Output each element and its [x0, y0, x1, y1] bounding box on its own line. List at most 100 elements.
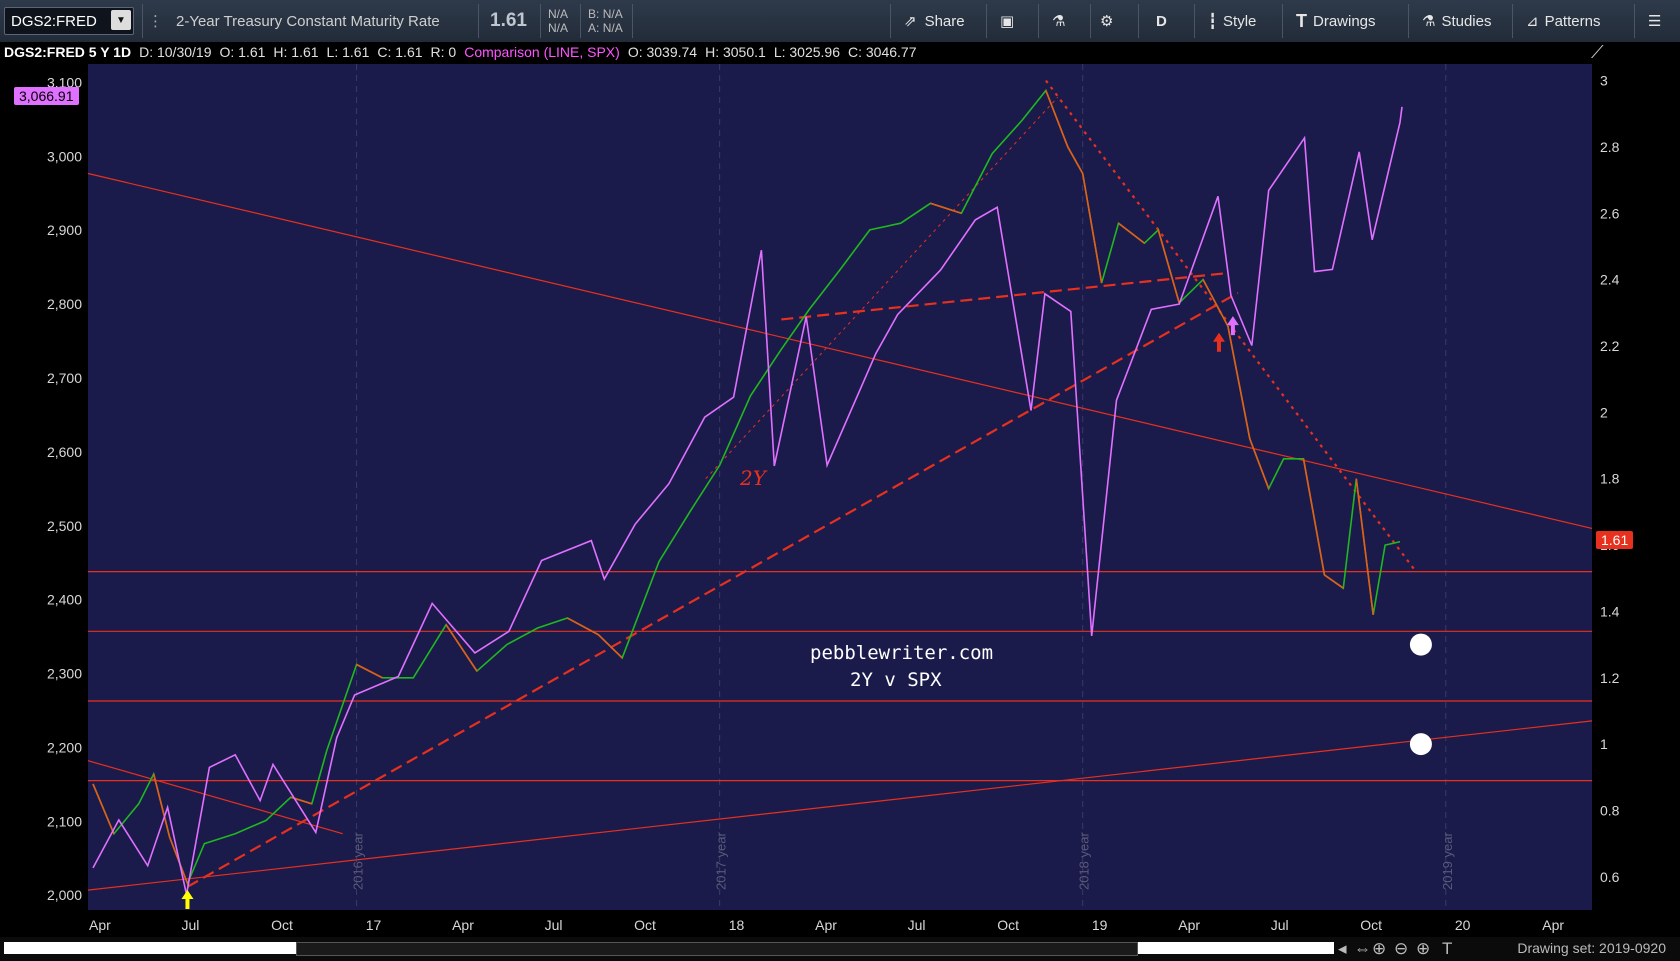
zoom-out-icon[interactable]: ⊖	[1394, 939, 1409, 958]
legend-cmp-high: H: 3050.1	[705, 44, 766, 60]
flask-icon: ⚗	[1422, 13, 1436, 30]
x-axis-tick-label: 19	[1092, 917, 1108, 933]
rate-line[interactable]	[92, 88, 1401, 886]
left-axis-tick-label: 2,200	[47, 739, 82, 755]
style-button[interactable]: ┇ Style	[1208, 12, 1257, 31]
right-axis-tick-label: 2.2	[1600, 338, 1620, 354]
pan-icon[interactable]: ⇔	[1354, 939, 1371, 958]
chevron-down-icon[interactable]: ▼	[111, 10, 131, 30]
left-axis-tick-label: 2,100	[47, 813, 82, 829]
rate-down-segment	[356, 663, 383, 679]
x-axis-tick-label: Oct	[271, 917, 293, 933]
legend-cmp-open: O: 3039.74	[627, 44, 698, 60]
rate-down-segment	[1355, 478, 1374, 615]
left-axis-tick-label: 2,000	[47, 887, 82, 903]
grip-icon: ⋮	[148, 13, 163, 30]
rate-down-segment	[152, 773, 171, 838]
legend-date: D: 10/30/19	[139, 44, 212, 60]
share-icon: ⇗	[904, 13, 917, 30]
uptrend-line[interactable]	[87, 720, 1593, 891]
gear-icon[interactable]: ⚙	[1100, 13, 1114, 30]
legend-comparison: Comparison (LINE, SPX)	[464, 44, 620, 60]
scrollbar[interactable]: ◂ ⇔ ⊕ ⊖ ⊕ T Drawing set: 2019-0920	[0, 937, 1680, 961]
trend-line-short[interactable]	[87, 760, 343, 835]
target-circle[interactable]	[1409, 633, 1432, 656]
plot-background[interactable]	[88, 64, 1592, 910]
pink-arrow-icon	[1226, 316, 1239, 336]
rate-down-segment	[1202, 279, 1229, 327]
flask-icon[interactable]: ⚗	[1052, 13, 1066, 30]
studies-button[interactable]: ⚗ Studies	[1422, 12, 1492, 31]
layout-icon[interactable]: ▣	[1000, 13, 1015, 30]
dashed-uptrend[interactable]	[186, 291, 1239, 888]
series-label-2y: 2Y	[740, 466, 766, 490]
last-price: 1.61	[490, 10, 527, 31]
left-axis-tick-label: 2,700	[47, 370, 82, 386]
right-axis-tick-label: 2.4	[1600, 272, 1620, 288]
chart-svg[interactable]: 2016 year 2017 year 2018 year 2019 year 2,00…	[0, 42, 1680, 937]
symbol-text: DGS2:FRED	[11, 12, 97, 30]
legend-close: C: 1.61	[377, 44, 423, 60]
legend-range: R: 0	[430, 44, 457, 60]
rate-down-segment	[1323, 574, 1344, 589]
year-divider-label: 2017 year	[714, 832, 729, 890]
spx-price-tag: 3,066.91	[14, 87, 79, 105]
rate-down-segment	[1157, 229, 1180, 304]
symbol-selector[interactable]: DGS2:FRED ▼	[4, 7, 134, 35]
patterns-icon: ⊿	[1526, 13, 1539, 30]
rate-price-tag: 1.61	[1596, 531, 1634, 549]
x-axis-tick-label: Apr	[452, 917, 474, 933]
symbol-description: 2-Year Treasury Constant Maturity Rate	[176, 12, 440, 30]
rate-down-segment	[1227, 325, 1251, 440]
right-axis-tick-label: 2.8	[1600, 139, 1620, 155]
year-divider-label: 2018 year	[1077, 832, 1092, 890]
left-axis-tick-label: 2,400	[47, 592, 82, 608]
right-axis-tick-label: 2.6	[1600, 205, 1620, 221]
share-button[interactable]: ⇗ Share	[904, 12, 965, 31]
dotted-trend-thin[interactable]	[705, 96, 1059, 480]
rate-down-segment	[1302, 458, 1326, 576]
red-arrow-icon	[1212, 332, 1225, 352]
right-axis-tick-label: 1.8	[1600, 471, 1620, 487]
bid-ask: B: N/A A: N/A	[588, 7, 623, 35]
watermark-site: pebblewriter.com	[810, 642, 994, 664]
text-tool-icon[interactable]: T	[1442, 939, 1453, 958]
rate-down-segment	[1249, 438, 1270, 489]
scroll-left-icon[interactable]: ◂	[1338, 939, 1347, 958]
rate-down-segment	[1118, 222, 1145, 244]
target-circle[interactable]	[1409, 733, 1432, 756]
x-axis-tick-label: Jul	[1271, 917, 1289, 933]
rate-down-segment	[1081, 173, 1103, 284]
dashed-neckline[interactable]	[781, 271, 1229, 321]
scrollbar-thumb[interactable]	[296, 942, 1138, 956]
left-axis-tick-label: 2,600	[47, 444, 82, 460]
right-axis-tick-label: 0.8	[1600, 802, 1620, 818]
x-axis-tick-label: Jul	[908, 917, 926, 933]
x-axis-tick-label: 20	[1455, 917, 1471, 933]
year-divider-label: 2016 year	[351, 832, 366, 890]
legend-high: H: 1.61	[273, 44, 319, 60]
zoom-in-icon[interactable]: ⊕	[1416, 939, 1431, 958]
left-axis-tick-label: 2,500	[47, 518, 82, 534]
x-axis-tick-label: 18	[729, 917, 745, 933]
x-axis-tick-label: Jul	[182, 917, 200, 933]
text-tool-icon: T	[1296, 10, 1307, 31]
toolbar: DGS2:FRED ▼ ⋮ 2-Year Treasury Constant M…	[0, 0, 1680, 43]
axis-scale-icon[interactable]: ⟋	[1591, 42, 1604, 63]
patterns-button[interactable]: ⊿ Patterns	[1526, 12, 1601, 31]
right-axis-tick-label: 3	[1600, 73, 1608, 89]
spx-line[interactable]	[92, 106, 1403, 895]
downtrend-line[interactable]	[87, 172, 1593, 530]
drawings-button[interactable]: T Drawings	[1296, 10, 1376, 31]
crosshair-icon[interactable]: ⊕	[1372, 939, 1387, 958]
right-axis-tick-label: 1	[1600, 736, 1608, 752]
chart-area[interactable]: 2016 year 2017 year 2018 year 2019 year 2,00…	[0, 42, 1680, 961]
drawing-set-label: Drawing set: 2019-0920	[1517, 940, 1666, 956]
x-axis-tick-label: Oct	[1360, 917, 1382, 933]
right-axis-tick-label: 0.6	[1600, 869, 1620, 885]
period-button[interactable]: D	[1156, 12, 1167, 30]
legend-low: L: 1.61	[326, 44, 370, 60]
rate-down-segment	[1067, 146, 1084, 174]
menu-icon[interactable]: ☰	[1648, 13, 1662, 30]
x-axis-tick-label: Oct	[997, 917, 1019, 933]
